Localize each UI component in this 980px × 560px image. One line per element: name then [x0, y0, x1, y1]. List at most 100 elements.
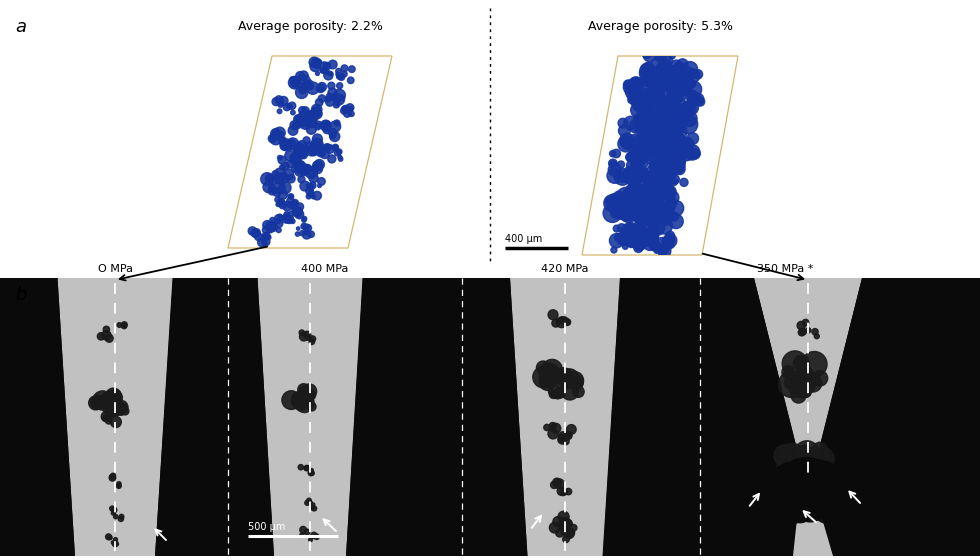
Circle shape	[88, 396, 103, 410]
Polygon shape	[155, 278, 235, 556]
Circle shape	[635, 218, 644, 226]
Circle shape	[658, 151, 670, 163]
Circle shape	[267, 175, 277, 185]
Circle shape	[647, 176, 662, 192]
Circle shape	[655, 171, 671, 188]
Circle shape	[108, 535, 112, 540]
Polygon shape	[521, 463, 609, 510]
Circle shape	[303, 226, 307, 229]
Circle shape	[338, 157, 343, 161]
Circle shape	[812, 371, 828, 386]
Circle shape	[679, 67, 694, 81]
Circle shape	[620, 190, 636, 205]
Circle shape	[102, 330, 111, 340]
Circle shape	[640, 63, 656, 78]
Circle shape	[331, 95, 337, 101]
Circle shape	[649, 73, 659, 82]
Circle shape	[282, 391, 301, 409]
Circle shape	[623, 230, 630, 237]
Circle shape	[666, 204, 674, 212]
Circle shape	[564, 519, 572, 528]
Circle shape	[349, 106, 353, 111]
Circle shape	[309, 538, 313, 542]
Circle shape	[651, 185, 666, 202]
Circle shape	[676, 82, 687, 92]
Circle shape	[329, 121, 341, 132]
Circle shape	[657, 218, 672, 234]
Circle shape	[263, 226, 270, 234]
Circle shape	[808, 491, 819, 502]
Circle shape	[632, 171, 641, 179]
Circle shape	[274, 214, 283, 223]
Circle shape	[654, 200, 662, 209]
Circle shape	[105, 334, 113, 342]
Polygon shape	[510, 278, 620, 324]
Circle shape	[659, 154, 670, 167]
Circle shape	[308, 118, 317, 128]
Text: Average porosity: 5.3%: Average porosity: 5.3%	[587, 20, 732, 33]
Circle shape	[637, 167, 649, 179]
Circle shape	[620, 231, 633, 243]
Circle shape	[266, 175, 273, 183]
Circle shape	[299, 152, 304, 157]
Circle shape	[333, 94, 345, 105]
Circle shape	[614, 191, 623, 200]
Circle shape	[811, 447, 834, 470]
Circle shape	[279, 173, 286, 180]
Circle shape	[803, 449, 816, 463]
Circle shape	[669, 108, 688, 127]
Circle shape	[672, 97, 679, 104]
Circle shape	[685, 81, 702, 98]
Circle shape	[808, 486, 821, 500]
Circle shape	[611, 207, 622, 218]
Circle shape	[318, 184, 321, 188]
Circle shape	[319, 62, 328, 71]
Circle shape	[617, 234, 629, 246]
Circle shape	[817, 488, 826, 497]
Circle shape	[297, 227, 300, 230]
Circle shape	[643, 118, 652, 127]
Circle shape	[663, 190, 675, 202]
Circle shape	[656, 202, 670, 217]
Circle shape	[805, 375, 821, 392]
Circle shape	[270, 133, 281, 144]
Circle shape	[670, 155, 685, 169]
Circle shape	[637, 120, 652, 134]
Circle shape	[264, 232, 270, 239]
Circle shape	[299, 330, 305, 335]
Circle shape	[658, 245, 671, 258]
Circle shape	[687, 94, 700, 106]
Circle shape	[114, 400, 128, 414]
Circle shape	[564, 319, 570, 325]
Circle shape	[295, 164, 305, 174]
Circle shape	[644, 99, 655, 109]
Circle shape	[633, 167, 648, 181]
Circle shape	[328, 60, 337, 69]
Circle shape	[681, 111, 697, 127]
Circle shape	[673, 152, 679, 158]
Circle shape	[667, 105, 680, 118]
Circle shape	[667, 242, 674, 248]
Circle shape	[666, 87, 683, 104]
Circle shape	[338, 74, 343, 80]
Circle shape	[272, 171, 279, 178]
Circle shape	[106, 534, 112, 540]
Circle shape	[310, 471, 315, 475]
Circle shape	[631, 225, 647, 240]
Circle shape	[788, 470, 808, 490]
Circle shape	[252, 228, 261, 237]
Circle shape	[311, 506, 315, 510]
Circle shape	[560, 489, 566, 496]
Circle shape	[614, 234, 623, 242]
Circle shape	[120, 514, 123, 519]
Circle shape	[329, 133, 335, 139]
Circle shape	[647, 110, 667, 130]
Circle shape	[563, 438, 569, 445]
Circle shape	[682, 62, 698, 77]
Text: b: b	[15, 286, 26, 304]
Circle shape	[624, 204, 640, 221]
Circle shape	[317, 148, 325, 157]
Circle shape	[299, 117, 309, 127]
Circle shape	[325, 96, 330, 102]
Circle shape	[309, 339, 315, 344]
